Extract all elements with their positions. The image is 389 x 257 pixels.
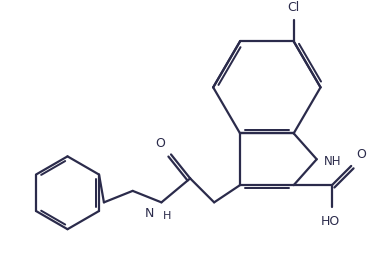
Text: H: H bbox=[163, 211, 172, 221]
Text: O: O bbox=[155, 137, 165, 150]
Text: N: N bbox=[144, 207, 154, 220]
Text: Cl: Cl bbox=[287, 1, 300, 14]
Text: HO: HO bbox=[321, 215, 340, 228]
Text: O: O bbox=[356, 148, 366, 161]
Text: NH: NH bbox=[324, 155, 342, 168]
